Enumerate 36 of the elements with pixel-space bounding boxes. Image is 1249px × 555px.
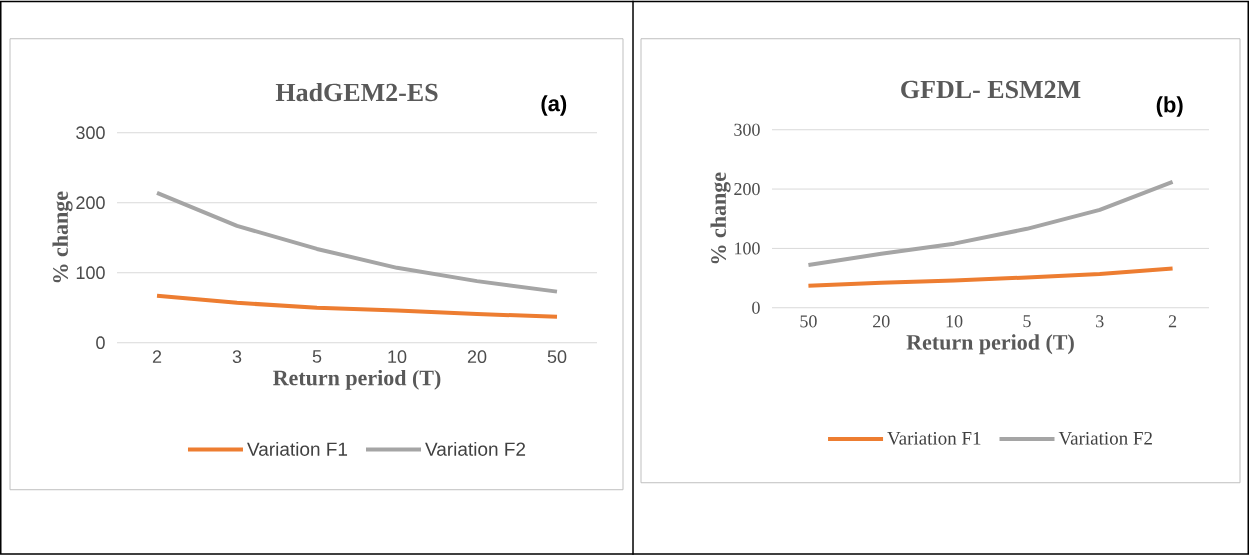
x-tick-label: 50 [800, 315, 817, 328]
x-axis-title: Return period (T) [906, 334, 1074, 354]
legend-label: Variation F1 [247, 441, 348, 456]
x-tick-label: 2 [152, 350, 162, 363]
legend-label: Variation F2 [1058, 431, 1152, 445]
x-tick-label: 3 [1096, 315, 1104, 328]
y-tick-label: 0 [96, 336, 105, 349]
line-series [155, 293, 559, 319]
legend-label: Variation F1 [887, 431, 981, 445]
line-series [155, 190, 559, 294]
text: (b) [1156, 96, 1183, 117]
line-series [806, 179, 1175, 267]
x-tick-label: 10 [946, 315, 963, 328]
x-axis-title: Return period (T) [273, 369, 441, 390]
x-tick-label: 5 [312, 350, 322, 363]
x-tick-label: 2 [1168, 315, 1177, 327]
y-tick-label: 100 [76, 266, 105, 279]
x-tick-label: 50 [547, 350, 567, 363]
y-axis-title: % change [710, 172, 731, 263]
x-tick-label: 20 [873, 315, 890, 328]
x-tick-label: 10 [388, 350, 407, 363]
x-tick-label: 5 [1023, 315, 1031, 327]
line-series [806, 266, 1175, 288]
y-tick-label: 300 [76, 126, 105, 139]
chart-title: GFDL- ESM2M [901, 80, 1081, 98]
y-tick-label: 0 [752, 301, 760, 314]
x-tick-label: 3 [232, 350, 242, 363]
text: (a) [541, 94, 567, 116]
y-axis-title: % change [52, 191, 73, 282]
y-tick-label: 200 [76, 196, 105, 209]
y-tick-label: 200 [734, 182, 760, 195]
y-tick-label: 300 [734, 123, 760, 136]
x-tick-label: 20 [467, 350, 487, 363]
chart-title: HadGEM2-ES [275, 82, 438, 101]
y-tick-label: 100 [735, 242, 760, 255]
legend-label: Variation F2 [425, 441, 526, 456]
